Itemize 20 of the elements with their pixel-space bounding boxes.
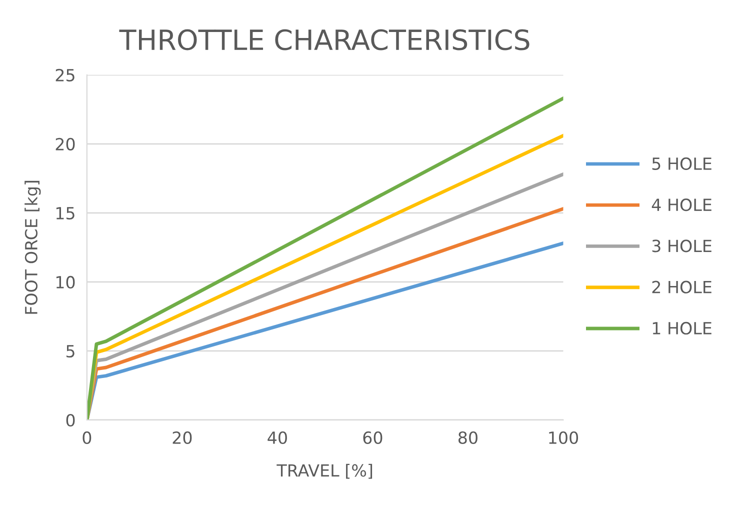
y-tick-label: 10 — [56, 276, 75, 289]
y-axis-title: FOOT ORCE [kg] — [24, 180, 41, 314]
chart-title: THROTTLE CHARACTERISTICS — [119, 29, 530, 50]
y-tick-label: 20 — [56, 138, 75, 150]
legend-label: 3 HOLE — [652, 240, 712, 252]
x-tick-label: 20 — [172, 431, 192, 444]
y-tick-label: 15 — [56, 207, 74, 220]
y-tick-label: 0 — [66, 414, 75, 427]
x-tick-label: 0 — [82, 431, 92, 444]
x-tick-label: 80 — [458, 431, 478, 444]
legend-label: 1 HOLE — [652, 322, 712, 335]
legend-label: 5 HOLE — [652, 157, 712, 170]
y-tick-label: 5 — [66, 345, 74, 358]
x-tick-label: 60 — [363, 431, 382, 444]
y-tick-label: 25 — [56, 68, 74, 82]
legend-label: 4 HOLE — [652, 198, 712, 212]
x-axis-title: TRAVEL [%] — [276, 464, 372, 479]
legend-label: 2 HOLE — [652, 280, 712, 294]
x-tick-label: 100 — [549, 431, 578, 444]
x-tick-label: 40 — [268, 431, 287, 444]
